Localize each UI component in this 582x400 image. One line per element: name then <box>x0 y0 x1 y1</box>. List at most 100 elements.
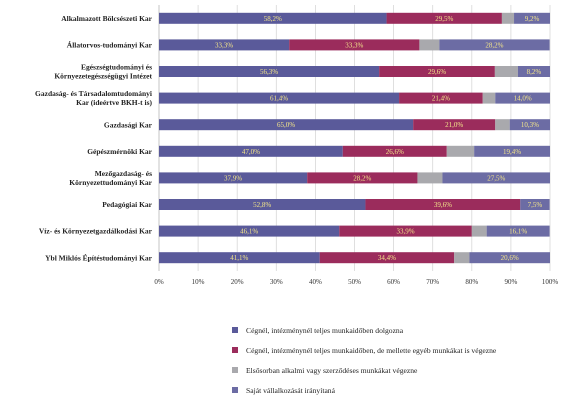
bar-segment <box>379 66 495 77</box>
category-label: Alkalmazott Bölcsészeti Kar <box>61 14 152 23</box>
data-label: 29,5% <box>435 15 453 23</box>
legend-label: Saját vállalkozását irányítaná <box>246 385 335 395</box>
bar-segment <box>442 172 550 184</box>
category-label: Környezetegészségügyi Intézet <box>54 72 152 81</box>
bar-segment <box>339 225 472 237</box>
x-tick-label: 60% <box>387 278 400 286</box>
x-tick-label: 70% <box>426 278 439 286</box>
data-label: 46,1% <box>240 228 258 236</box>
data-label: 19,4% <box>503 148 521 156</box>
bar-segment <box>495 92 550 104</box>
category-label: Pedagógiai Kar <box>102 200 152 209</box>
bar-segment <box>399 92 483 104</box>
x-tick-label: 50% <box>348 278 361 286</box>
bar-series: 58,2% 29,5% 9,2% 33,3% 33,3% 28,2% 56,3% 29,6% 8… <box>159 12 550 264</box>
bar-segment <box>446 145 475 157</box>
bar-segment <box>482 92 496 104</box>
data-label: 16,1% <box>509 228 527 236</box>
bar-segment <box>319 252 455 264</box>
bar-segment <box>307 172 418 184</box>
category-label: Állatorvos-tudományi Kar <box>67 40 153 50</box>
bar-segment <box>454 252 470 264</box>
bar-segment <box>342 145 447 157</box>
category-label: Gépészmérnöki Kar <box>87 147 152 156</box>
bar-segment <box>159 145 343 157</box>
x-tick-label: 40% <box>309 278 322 286</box>
bar-segment <box>514 12 550 24</box>
bar-segment <box>471 225 487 237</box>
category-label: Egészségtudományi és <box>81 63 152 72</box>
x-tick-label: 0% <box>154 278 164 286</box>
bar-segment <box>439 39 550 51</box>
category-label: Gazdasági Kar <box>104 120 153 129</box>
bar-segment <box>159 199 366 210</box>
legend-item-full-time-plus: Cégnél, intézménynél teljes munkaidőben,… <box>232 340 582 360</box>
legend-label: Cégnél, intézménynél teljes munkaidőben … <box>246 325 404 335</box>
bar-segment <box>159 225 340 237</box>
stacked-bar-chart: 58,2% 29,5% 9,2% 33,3% 33,3% 28,2% 56,3% 29,6% 8… <box>35 5 558 286</box>
legend: Cégnél, intézménynél teljes munkaidőben … <box>232 320 582 400</box>
bar-segment <box>413 119 496 131</box>
data-label: 61,4% <box>270 95 288 103</box>
data-label: 37,9% <box>224 174 242 182</box>
category-label: Gazdaság- és Társadalomtudományi <box>35 89 152 98</box>
x-tick-label: 90% <box>504 278 517 286</box>
bar-segment <box>517 66 550 77</box>
data-label: 14,0% <box>514 95 532 103</box>
data-label: 26,6% <box>386 148 404 156</box>
data-label: 10,3% <box>521 121 539 129</box>
bar-segment <box>494 66 518 77</box>
data-label: 39,6% <box>434 201 452 209</box>
x-tick-label: 10% <box>192 278 205 286</box>
legend-label: Elsősorban alkalmi vagy szerződéses munk… <box>246 365 418 375</box>
data-label: 7,5% <box>528 201 543 209</box>
x-tick-label: 80% <box>465 278 478 286</box>
legend-item-casual: Elsősorban alkalmi vagy szerződéses munk… <box>232 360 582 380</box>
bar-segment <box>159 252 320 264</box>
bar-segment <box>509 119 550 131</box>
legend-item-own-business: Saját vállalkozását irányítaná <box>232 380 582 400</box>
legend-swatch <box>232 347 238 353</box>
data-label: 65,0% <box>277 121 295 129</box>
data-label: 33,9% <box>396 228 414 236</box>
bar-segment <box>159 172 308 184</box>
data-label: 8,2% <box>527 68 542 76</box>
category-label: Víz- és Környezetgazdálkodási Kar <box>39 227 153 236</box>
data-label: 56,3% <box>260 68 278 76</box>
bar-segment <box>159 119 414 131</box>
bar-segment <box>386 12 502 24</box>
x-tick-label: 30% <box>270 278 283 286</box>
category-label: Környezettudományi Kar <box>69 178 152 187</box>
data-label: 9,2% <box>525 15 540 23</box>
bar-segment <box>469 252 550 264</box>
data-label: 28,2% <box>353 174 371 182</box>
category-label: Ybl Miklós Építéstudományi Kar <box>45 252 153 262</box>
data-label: 34,4% <box>378 254 396 262</box>
category-label: Mezőgazdaság- és <box>95 169 152 178</box>
bar-segment <box>159 66 380 77</box>
x-axis-ticks: 0% 10% 20% 30% 40% 50% 60% 70% 80% 90% 100% <box>154 278 558 286</box>
data-label: 33,3% <box>345 41 363 49</box>
x-tick-label: 20% <box>231 278 244 286</box>
data-label: 29,6% <box>428 68 446 76</box>
data-label: 41,1% <box>230 254 248 262</box>
category-labels: Alkalmazott Bölcsészeti Kar Állatorvos-tu… <box>35 14 153 262</box>
bar-segment <box>159 12 387 24</box>
bar-segment <box>159 39 290 51</box>
data-label: 21,4% <box>432 95 450 103</box>
bar-segment <box>501 12 515 24</box>
legend-label: Cégnél, intézménynél teljes munkaidőben,… <box>246 345 497 355</box>
bar-segment <box>520 199 550 210</box>
legend-item-full-time: Cégnél, intézménynél teljes munkaidőben … <box>232 320 582 340</box>
bar-segment <box>159 92 400 104</box>
data-label: 27,5% <box>487 174 505 182</box>
data-label: 28,2% <box>485 41 503 49</box>
data-label: 33,3% <box>215 41 233 49</box>
legend-swatch <box>232 327 238 333</box>
bar-segment <box>486 225 550 237</box>
bar-segment <box>289 39 420 51</box>
x-tick-label: 100% <box>542 278 559 286</box>
bar-segment <box>417 172 443 184</box>
data-label: 52,8% <box>253 201 271 209</box>
bar-segment <box>474 145 550 157</box>
